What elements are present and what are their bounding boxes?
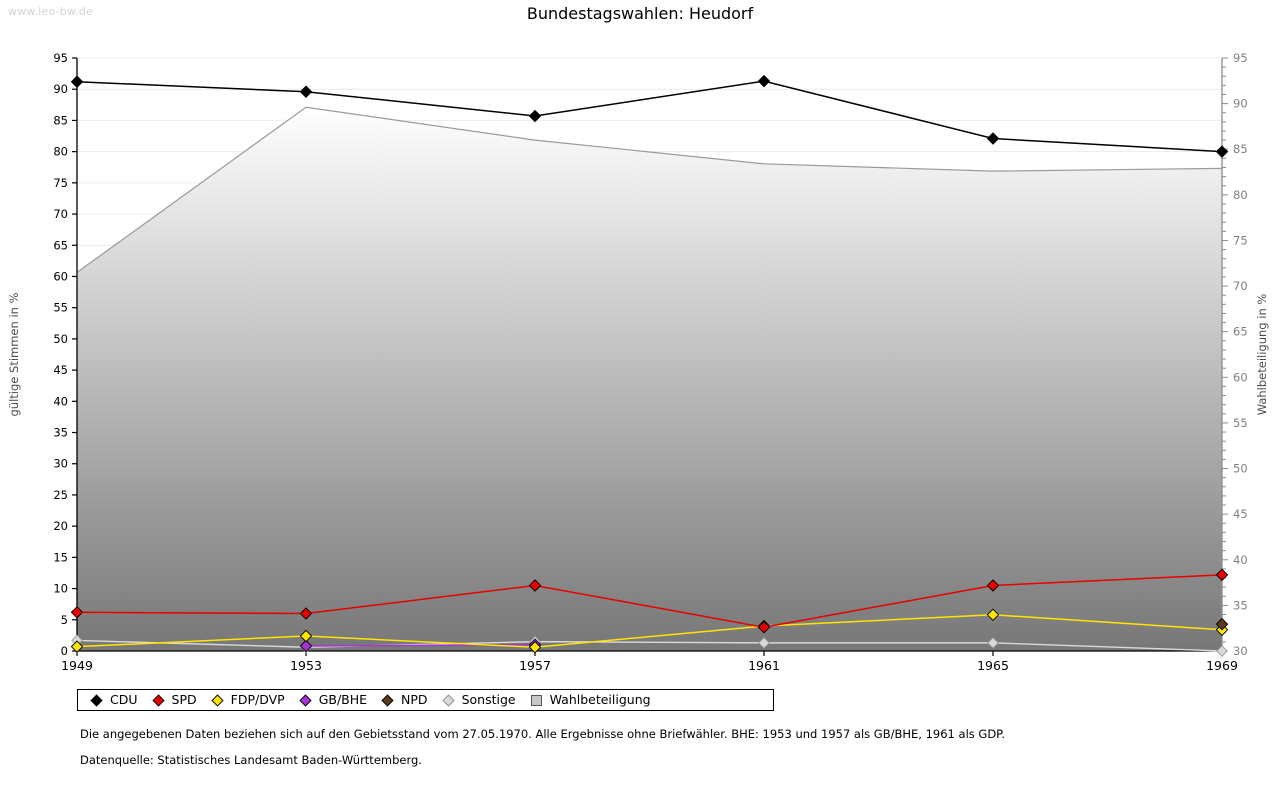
svg-text:75: 75	[1233, 233, 1248, 247]
legend-item-spd[interactable]: SPD	[151, 691, 197, 707]
legend-item-npd[interactable]: NPD	[381, 691, 428, 707]
legend-item-gb-bhe[interactable]: GB/BHE	[299, 691, 368, 707]
legend-item-label: SPD	[171, 691, 197, 707]
svg-text:95: 95	[1233, 51, 1248, 65]
svg-text:45: 45	[53, 363, 68, 377]
svg-text:1953: 1953	[290, 658, 322, 673]
svg-text:1957: 1957	[519, 658, 551, 673]
svg-text:15: 15	[53, 550, 68, 564]
svg-text:0: 0	[61, 644, 68, 658]
svg-text:40: 40	[53, 394, 68, 408]
svg-text:5: 5	[61, 613, 68, 627]
legend-diamond-icon	[381, 693, 394, 707]
x-axis: 1949 1953 1957 1961 1965 1969	[61, 650, 1238, 673]
legend-item-label: Sonstige	[461, 691, 516, 707]
right-axis-title: Wahlbeteiligung in %	[1255, 294, 1269, 416]
svg-text:35: 35	[1233, 598, 1248, 612]
svg-text:80: 80	[1233, 188, 1248, 202]
legend-item-cdu[interactable]: CDU	[90, 691, 138, 707]
svg-text:60: 60	[1233, 370, 1248, 384]
svg-text:90: 90	[1233, 97, 1248, 111]
svg-text:85: 85	[53, 113, 68, 127]
svg-text:45: 45	[1233, 507, 1248, 521]
page-title: Bundestagswahlen: Heudorf	[526, 4, 754, 23]
legend-diamond-icon	[151, 693, 165, 707]
legend-square-icon	[530, 694, 543, 707]
legend-item-label: Wahlbeteiligung	[549, 691, 651, 707]
svg-text:35: 35	[53, 426, 68, 440]
legend-diamond-icon	[299, 693, 312, 707]
series-layer	[70, 74, 1229, 657]
legend-item-sonstige[interactable]: Sonstige	[441, 691, 516, 707]
svg-text:25: 25	[53, 488, 68, 502]
chart-legend: CDU SPD FDP/DVP GB/BHE NPD Sonstige Wahlbeteil…	[77, 689, 774, 711]
legend-diamond-icon	[90, 693, 103, 707]
legend-item-label: GB/BHE	[318, 691, 368, 707]
svg-text:30: 30	[1233, 644, 1248, 658]
svg-text:55: 55	[1233, 416, 1248, 430]
svg-text:1969: 1969	[1206, 658, 1238, 673]
legend-item-label: CDU	[110, 691, 138, 707]
watermark: www.leo-bw.de	[8, 5, 94, 18]
svg-text:90: 90	[53, 82, 68, 96]
svg-text:80: 80	[53, 145, 68, 159]
svg-text:65: 65	[53, 238, 68, 252]
right-axis: 30 35 40 45 50 55 60 65 70 75 80 85 90 95	[1221, 51, 1248, 658]
svg-text:70: 70	[53, 207, 68, 221]
left-axis-title: gültige Stimmen in %	[7, 292, 21, 416]
footnote-gebietsstand: Die angegebenen Daten beziehen sich auf …	[80, 727, 1005, 741]
svg-text:65: 65	[1233, 325, 1248, 339]
svg-text:10: 10	[53, 582, 68, 596]
svg-text:85: 85	[1233, 142, 1248, 156]
legend-item-wahlbeteiligung[interactable]: Wahlbeteiligung	[530, 691, 651, 707]
legend-item-label: NPD	[401, 691, 428, 707]
svg-text:55: 55	[53, 301, 68, 315]
footnote-datenquelle: Datenquelle: Statistisches Landesamt Bad…	[80, 753, 422, 767]
svg-text:20: 20	[53, 519, 68, 533]
svg-text:40: 40	[1233, 553, 1248, 567]
svg-text:50: 50	[1233, 462, 1248, 476]
svg-text:1949: 1949	[61, 658, 93, 673]
svg-text:30: 30	[53, 457, 68, 471]
legend-item-label: FDP/DVP	[230, 691, 285, 707]
svg-text:70: 70	[1233, 279, 1248, 293]
legend-item-fdp-dvp[interactable]: FDP/DVP	[210, 691, 285, 707]
left-axis: 0 5 10 15 20 25 30 35 40 45 50 55 60 65 70 75 80 85 90 95	[53, 51, 78, 658]
legend-diamond-icon	[441, 693, 455, 707]
legend-diamond-icon	[210, 693, 224, 707]
svg-text:50: 50	[53, 332, 68, 346]
svg-text:75: 75	[53, 176, 68, 190]
svg-text:60: 60	[53, 269, 68, 283]
wahlbeteiligung-area	[76, 106, 1223, 651]
svg-text:95: 95	[53, 51, 68, 65]
svg-text:1965: 1965	[977, 658, 1009, 673]
svg-text:1961: 1961	[748, 658, 780, 673]
